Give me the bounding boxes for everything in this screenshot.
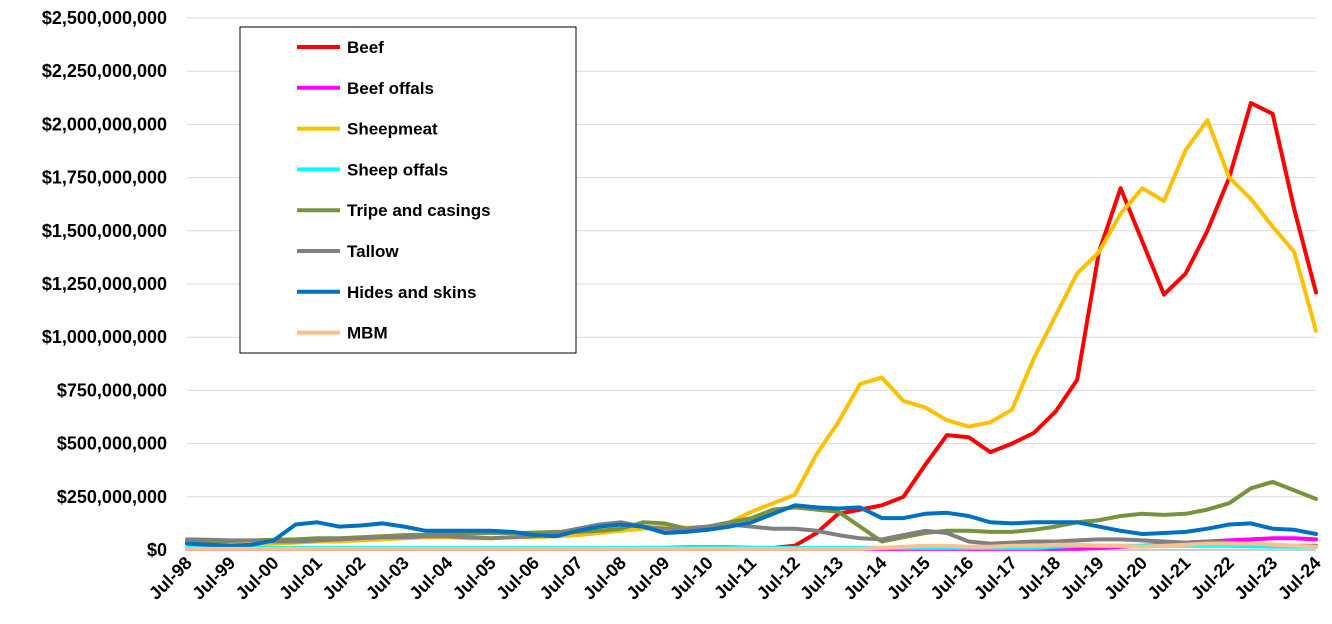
- y-tick-label: $0: [147, 540, 167, 560]
- x-tick-label: Jul-14: [840, 553, 891, 604]
- x-tick-label: Jul-11: [710, 553, 760, 603]
- x-tick-label: Jul-08: [579, 553, 630, 604]
- series-line: [185, 503, 1318, 548]
- x-tick-label: Jul-17: [970, 553, 1021, 604]
- x-tick-label: Jul-01: [275, 553, 326, 604]
- series-line: [185, 541, 1318, 551]
- legend-label: Beef offals: [347, 79, 434, 98]
- x-tick-label: Jul-02: [319, 553, 370, 604]
- x-tick-label: Jul-20: [1100, 553, 1151, 604]
- x-tick-label: Jul-04: [405, 553, 456, 604]
- x-tick-label: Jul-05: [449, 553, 500, 604]
- x-tick-label: Jul-03: [362, 553, 413, 604]
- legend-box: [239, 26, 577, 354]
- series-line: [185, 520, 1318, 548]
- legend-label: MBM: [347, 324, 388, 343]
- x-tick-label: Jul-15: [883, 553, 934, 604]
- legend-label: Hides and skins: [347, 283, 476, 302]
- legend-label: Tripe and casings: [347, 201, 491, 220]
- legend-label: Tallow: [347, 242, 399, 261]
- y-tick-label: $1,500,000,000: [42, 221, 167, 241]
- legend: Beef Beef offals Sheepmeat Sheep offals Trip…: [239, 26, 577, 354]
- x-tick-label: Jul-07: [536, 553, 587, 604]
- y-tick-label: $250,000,000: [57, 487, 167, 507]
- x-tick-label: Jul-23: [1230, 553, 1281, 604]
- x-tick-label: Jul-24: [1274, 553, 1325, 604]
- y-tick-label: $500,000,000: [57, 434, 167, 454]
- legend-label: Sheepmeat: [347, 120, 438, 139]
- x-tick-label: Jul-22: [1187, 553, 1238, 604]
- x-tick-label: Jul-09: [623, 553, 674, 604]
- y-tick-label: $2,000,000,000: [42, 114, 167, 134]
- y-tick-label: $2,250,000,000: [42, 61, 167, 81]
- x-tick-label: Jul-12: [753, 553, 804, 604]
- legend-label: Sheep offals: [347, 160, 448, 179]
- series-line: [185, 118, 1318, 547]
- y-tick-label: $1,250,000,000: [42, 274, 167, 294]
- y-tick-label: $1,000,000,000: [42, 327, 167, 347]
- x-tick-label: Jul-16: [927, 553, 978, 604]
- x-tick-label: Jul-13: [796, 553, 847, 604]
- y-tick-label: $750,000,000: [57, 380, 167, 400]
- legend-label: Beef: [347, 38, 384, 57]
- y-tick-label: $2,500,000,000: [42, 8, 167, 28]
- x-tick-label: Jul-06: [492, 553, 543, 604]
- x-tick-label: Jul-21: [1144, 553, 1195, 604]
- x-tick-label: Jul-00: [232, 553, 283, 604]
- x-tick-label: Jul-99: [188, 553, 239, 604]
- x-tick-label: Jul-18: [1013, 553, 1064, 604]
- x-tick-label: Jul-98: [145, 553, 196, 604]
- x-tick-label: Jul-10: [666, 553, 717, 604]
- y-tick-label: $1,750,000,000: [42, 168, 167, 188]
- x-tick-label: Jul-19: [1057, 553, 1108, 604]
